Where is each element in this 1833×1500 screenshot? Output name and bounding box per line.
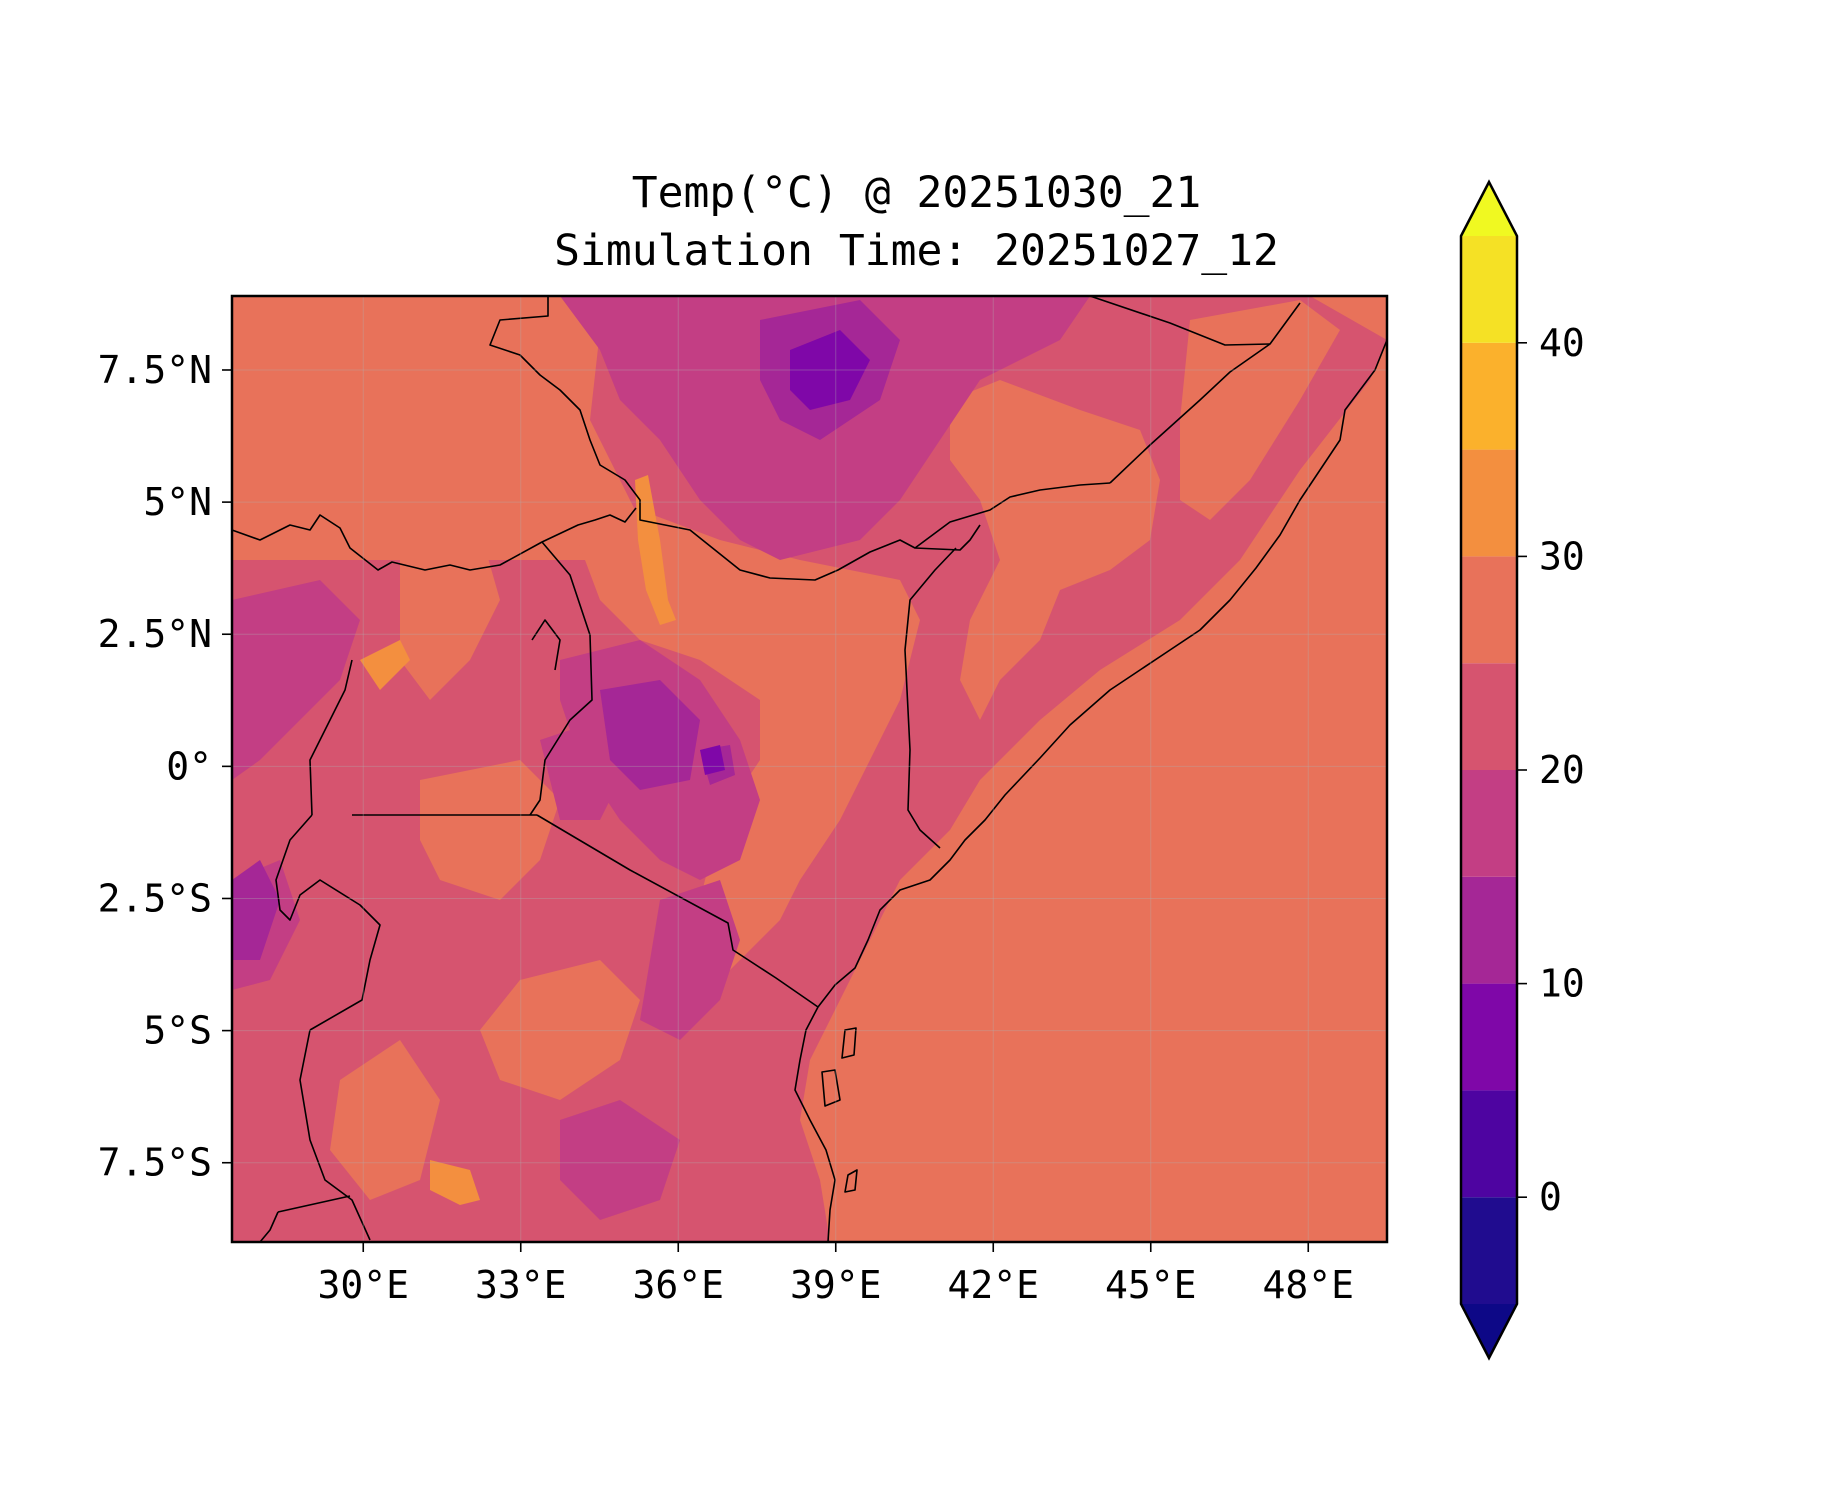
border-rwanda-burundi	[275, 814, 381, 1031]
peaks-rwenzori	[232, 860, 280, 960]
colorbar-band	[1461, 770, 1517, 877]
coastline-path	[794, 339, 1388, 1243]
colorbar-band	[1461, 449, 1517, 557]
gridlines	[232, 296, 1387, 1242]
colorbar-band	[1461, 556, 1517, 664]
border-kenya-tanzania	[536, 814, 819, 1008]
map-title: Temp(°C) @ 20251030_21	[631, 168, 1202, 218]
highland-rift-west	[232, 580, 360, 780]
colorbar-tick-label: 40	[1539, 321, 1585, 365]
political-borders	[231, 295, 1301, 1243]
x-tick-label: 30°E	[317, 1263, 409, 1307]
coldest-peak-ethiopia	[790, 330, 870, 410]
warm-lowland-kenya	[570, 510, 920, 980]
x-tick-label: 45°E	[1105, 1263, 1197, 1307]
map-subtitle: Simulation Time: 20251027_12	[554, 226, 1279, 276]
border-sudan-uganda-drc	[231, 507, 637, 571]
y-tick-label: 0°	[166, 744, 212, 788]
colorbar-tick-label: 10	[1539, 962, 1585, 1006]
warm-lowland-tanzania	[420, 760, 560, 900]
x-tick-label: 39°E	[790, 1263, 882, 1307]
border-tanzania-zambia	[277, 1195, 351, 1213]
colorbar-under-extend	[1461, 1304, 1517, 1358]
colorbar-over-extend	[1461, 182, 1517, 236]
border-kenya-somalia	[904, 547, 957, 849]
border-ethiopia-kenya-somalia	[914, 482, 1111, 549]
y-axis-ticks: 7.5°N 5°N 2.5°N 0° 2.5°S 5°S 7.5°S	[98, 348, 232, 1185]
y-tick-label: 2.5°S	[98, 876, 212, 920]
island-zanzibar	[821, 1069, 841, 1107]
lake-victoria-shore	[531, 619, 561, 671]
hot-strip-turkana	[635, 475, 676, 625]
x-tick-label: 36°E	[632, 1263, 724, 1307]
colorbar-tick-label: 0	[1539, 1175, 1562, 1219]
y-tick-label: 5°N	[143, 480, 212, 524]
border-uganda-kenya	[529, 541, 593, 816]
y-tick-label: 7.5°S	[98, 1141, 212, 1185]
x-tick-label: 42°E	[947, 1263, 1039, 1307]
border-uganda-drc	[309, 659, 353, 816]
colorbar-band	[1461, 663, 1517, 770]
highland-central-band	[540, 720, 620, 820]
colorbar-band	[1461, 1090, 1517, 1198]
warm-lowland-south	[480, 960, 640, 1100]
warm-lowland-southwest	[330, 1040, 440, 1200]
colorbar-outline	[1459, 179, 1519, 1361]
y-tick-label: 5°S	[143, 1009, 212, 1053]
colorbar-tick-label: 30	[1539, 534, 1585, 578]
x-tick-label: 48°E	[1262, 1263, 1354, 1307]
highland-southern	[560, 1100, 680, 1220]
temperature-field	[232, 296, 1387, 1242]
warm-lowland-somalia	[950, 380, 1160, 720]
colorbar	[1459, 179, 1519, 1361]
peaks-mt-kenya	[600, 680, 700, 790]
colorbar-band	[1461, 876, 1517, 984]
warm-lowland-uganda	[400, 530, 500, 700]
colorbar-band	[1461, 983, 1517, 1091]
colorbar-band	[1461, 1197, 1517, 1304]
coldest-peak-kenya	[700, 745, 725, 775]
island-pemba	[841, 1027, 857, 1059]
warm-lowland-north	[232, 296, 640, 560]
map-frame	[230, 294, 1389, 1244]
hot-strip-albert	[360, 640, 410, 690]
border-tanzania-drc	[299, 1029, 371, 1241]
x-axis-ticks: 30°E 33°E 36°E 39°E 42°E 45°E 48°E	[317, 1242, 1354, 1307]
highland-tanzania	[640, 880, 740, 1040]
border-sudan-ethiopia	[489, 296, 981, 581]
y-tick-label: 2.5°N	[98, 612, 212, 656]
colorbar-band	[1461, 236, 1517, 343]
border-djibouti-somaliland	[1089, 295, 1271, 346]
coastline	[531, 339, 1388, 1243]
colorbar-band	[1461, 342, 1517, 450]
y-tick-label: 7.5°N	[98, 348, 212, 392]
island-mafia	[844, 1169, 858, 1193]
colorbar-tick-label: 20	[1539, 748, 1585, 792]
border-zambia-drc	[259, 1211, 279, 1243]
colorbar-ticks: 0 10 20 30 40	[1517, 321, 1585, 1219]
border-ethiopia-somalia	[1109, 302, 1301, 484]
x-tick-label: 33°E	[475, 1263, 567, 1307]
hot-strip-south	[430, 1160, 480, 1205]
warm-lowland-east	[1180, 300, 1340, 520]
